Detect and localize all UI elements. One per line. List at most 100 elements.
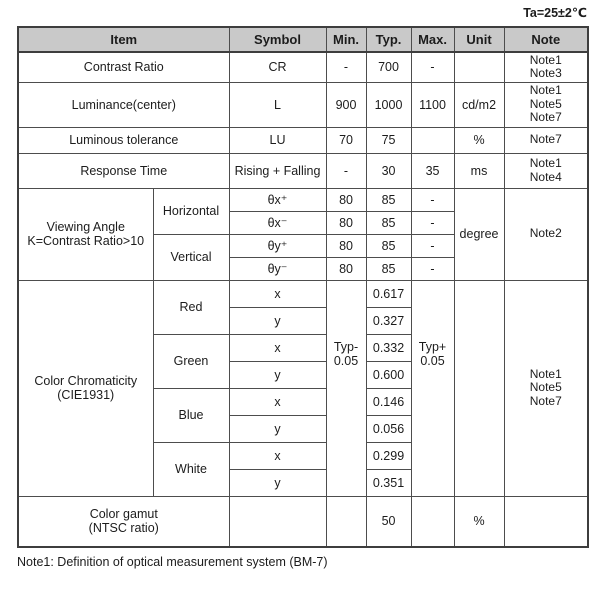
row-response-time: Response Time Rising + Falling - 30 35 m… (17, 152, 589, 189)
viewing-angle-x-minus-symbol: θx⁻ (228, 210, 327, 235)
response-time-symbol: Rising + Falling (228, 152, 327, 189)
luminous-tolerance-symbol: LU (228, 126, 327, 154)
viewing-angle-item: Viewing Angle K=Contrast Ratio>10 (17, 187, 154, 281)
row-viewing-angle-y-plus: Vertical θy⁺ 80 85 - (18, 233, 588, 281)
chromaticity-blue-y-value: 0.056 (365, 414, 412, 443)
row-color-gamut: Color gamut (NTSC ratio) 50 % (17, 495, 589, 548)
viewing-angle-x-plus-max: - (410, 187, 455, 212)
contrast-ratio-symbol: CR (228, 51, 327, 83)
chromaticity-blue-x-value: 0.146 (365, 387, 412, 416)
chromaticity-red-y-label: y (228, 306, 327, 335)
viewing-angle-y-minus-typ: 85 (365, 256, 412, 281)
color-gamut-max (410, 495, 455, 548)
response-time-min: - (325, 152, 367, 189)
chromaticity-max-tolerance: Typ+ 0.05 (410, 279, 455, 497)
viewing-angle-x-minus-max: - (410, 210, 455, 235)
row-luminous-tolerance: Luminous tolerance LU 70 75 % Note7 (17, 126, 589, 154)
luminance-max: 1100 (410, 81, 455, 128)
row-chromaticity-white-x: White x 0.299 (18, 441, 588, 497)
contrast-ratio-note: Note1 Note3 (503, 51, 589, 83)
chromaticity-white-y-label: y (228, 468, 327, 497)
viewing-angle-x-minus-min: 80 (325, 210, 367, 235)
viewing-angle-y-plus-min: 80 (325, 233, 367, 258)
response-time-note: Note1 Note4 (503, 152, 589, 189)
color-gamut-unit: % (453, 495, 505, 548)
chromaticity-note: Note1 Note5 Note7 (503, 279, 589, 497)
chromaticity-blue-label: Blue (152, 387, 230, 443)
luminance-typ: 1000 (365, 81, 412, 128)
viewing-angle-horizontal-label: Horizontal (152, 187, 230, 235)
chromaticity-green-y-value: 0.600 (365, 360, 412, 389)
color-gamut-item: Color gamut (NTSC ratio) (17, 495, 230, 548)
viewing-angle-x-plus-typ: 85 (365, 187, 412, 212)
luminance-symbol: L (228, 81, 327, 128)
chromaticity-green-label: Green (152, 333, 230, 389)
contrast-ratio-item: Contrast Ratio (17, 51, 230, 83)
row-chromaticity-red-x: Color Chromaticity (CIE1931) Red x Typ- … (17, 279, 589, 497)
color-gamut-symbol (228, 495, 327, 548)
luminous-tolerance-item: Luminous tolerance (17, 126, 230, 154)
viewing-angle-y-minus-min: 80 (325, 256, 367, 281)
chromaticity-white-y-value: 0.351 (365, 468, 412, 497)
chromaticity-red-y-value: 0.327 (365, 306, 412, 335)
viewing-angle-y-plus-max: - (410, 233, 455, 258)
viewing-angle-y-plus-symbol: θy⁺ (228, 233, 327, 258)
luminous-tolerance-min: 70 (325, 126, 367, 154)
color-gamut-note (503, 495, 589, 548)
header-unit: Unit (453, 26, 505, 53)
header-item: Item (17, 26, 230, 53)
luminance-item: Luminance(center) (17, 81, 230, 128)
chromaticity-red-x-value: 0.617 (365, 279, 412, 308)
color-gamut-min (325, 495, 367, 548)
luminance-note: Note1 Note5 Note7 (503, 81, 589, 128)
row-contrast-ratio: Contrast Ratio CR - 700 - Note1 Note3 (17, 51, 589, 83)
row-chromaticity-green-x: Green x 0.332 (18, 333, 588, 389)
header-typ: Typ. (365, 26, 412, 53)
chromaticity-unit (453, 279, 505, 497)
viewing-angle-x-minus-typ: 85 (365, 210, 412, 235)
color-gamut-typ: 50 (365, 495, 412, 548)
chromaticity-green-x-value: 0.332 (365, 333, 412, 362)
viewing-angle-note: Note2 (503, 187, 589, 281)
viewing-angle-x-plus-min: 80 (325, 187, 367, 212)
chromaticity-green-y-label: y (228, 360, 327, 389)
chromaticity-white-x-value: 0.299 (365, 441, 412, 470)
contrast-ratio-max: - (410, 51, 455, 83)
row-viewing-angle-x-plus: Viewing Angle K=Contrast Ratio>10 Horizo… (17, 187, 589, 281)
response-time-typ: 30 (365, 152, 412, 189)
chromaticity-item: Color Chromaticity (CIE1931) (17, 279, 154, 497)
row-chromaticity-red-y: y 0.327 (18, 306, 588, 335)
viewing-angle-y-minus-max: - (410, 256, 455, 281)
chromaticity-blue-y-label: y (228, 414, 327, 443)
table-header-row: Item Symbol Min. Typ. Max. Unit Note (17, 26, 589, 53)
luminance-min: 900 (325, 81, 367, 128)
luminous-tolerance-max (410, 126, 455, 154)
header-note: Note (503, 26, 589, 53)
chromaticity-white-label: White (152, 441, 230, 497)
row-luminance: Luminance(center) L 900 1000 1100 cd/m2 … (17, 81, 589, 128)
contrast-ratio-unit (453, 51, 505, 83)
chromaticity-red-x-label: x (228, 279, 327, 308)
contrast-ratio-min: - (325, 51, 367, 83)
chromaticity-min-tolerance: Typ- 0.05 (325, 279, 367, 497)
luminance-unit: cd/m2 (453, 81, 505, 128)
chromaticity-blue-x-label: x (228, 387, 327, 416)
luminous-tolerance-unit: % (453, 126, 505, 154)
header-max: Max. (410, 26, 455, 53)
footnote-note1: Note1: Definition of optical measurement… (17, 555, 328, 569)
viewing-angle-unit: degree (453, 187, 505, 281)
temperature-condition-label: Ta=25±2℃ (523, 6, 587, 20)
viewing-angle-y-plus-typ: 85 (365, 233, 412, 258)
row-chromaticity-green-y: y 0.600 (18, 360, 588, 389)
chromaticity-red-label: Red (152, 279, 230, 335)
optical-characteristics-table: Item Symbol Min. Typ. Max. Unit Note Con… (17, 26, 590, 548)
response-time-unit: ms (453, 152, 505, 189)
viewing-angle-x-plus-symbol: θx⁺ (228, 187, 327, 212)
response-time-item: Response Time (17, 152, 230, 189)
row-viewing-angle-x-minus: θx⁻ 80 85 - (18, 210, 588, 235)
response-time-max: 35 (410, 152, 455, 189)
chromaticity-green-x-label: x (228, 333, 327, 362)
viewing-angle-y-minus-symbol: θy⁻ (228, 256, 327, 281)
header-symbol: Symbol (228, 26, 327, 53)
